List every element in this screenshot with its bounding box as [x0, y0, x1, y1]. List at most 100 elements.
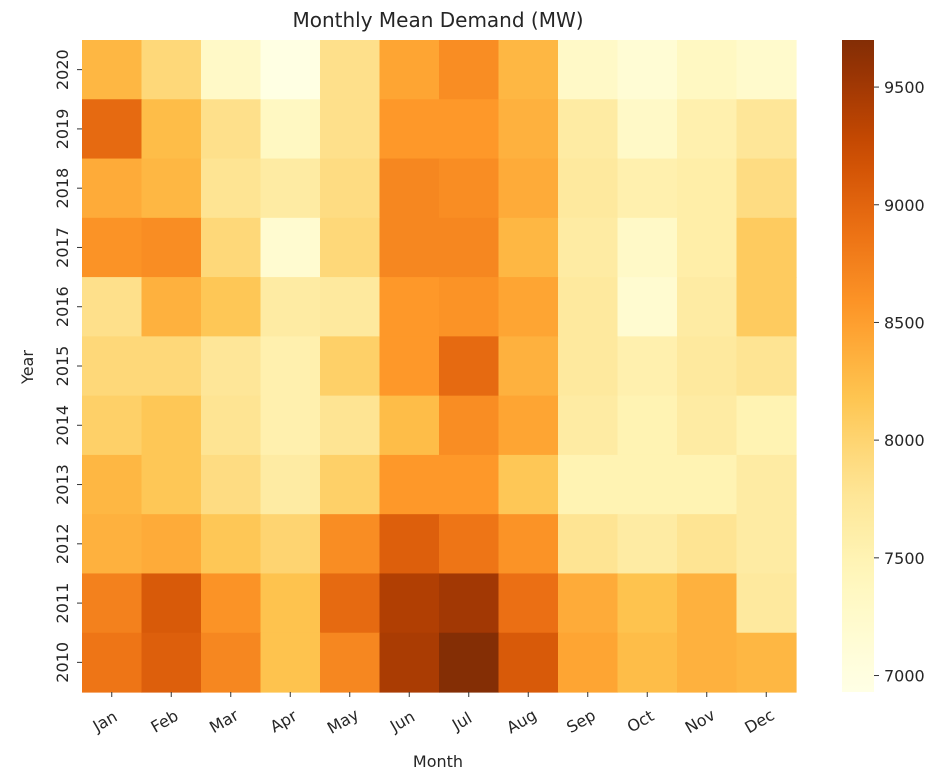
heatmap-cell-2018-Sep: [558, 158, 619, 219]
y-tick-label: 2013: [53, 464, 72, 505]
heatmap-cell-2014-Jul: [439, 395, 500, 456]
heatmap-cell-2018-Aug: [498, 158, 559, 219]
y-tick-label: 2017: [53, 227, 72, 268]
heatmap-cell-2014-May: [320, 395, 381, 456]
heatmap-cell-2015-Feb: [141, 336, 202, 397]
heatmap-cell-2017-Jul: [439, 217, 500, 278]
heatmap-cell-2011-Dec: [736, 573, 797, 634]
heatmap-cell-2010-May: [320, 632, 381, 693]
heatmap-cell-2020-Jul: [439, 40, 500, 100]
heatmap-cell-2014-Sep: [558, 395, 619, 456]
y-tick-label: 2012: [53, 523, 72, 564]
heatmap-cell-2011-Aug: [498, 573, 559, 634]
heatmap-cell-2020-Feb: [141, 40, 202, 100]
heatmap-cell-2015-Apr: [260, 336, 321, 397]
y-axis-label: Year: [18, 350, 37, 385]
y-tick-label: 2020: [53, 49, 72, 90]
x-tick-label: Sep: [563, 705, 599, 737]
colorbar-tick-label: 9000: [884, 196, 925, 215]
heatmap-cell-2013-Oct: [617, 454, 678, 515]
heatmap-cell-2010-Jun: [379, 632, 440, 693]
heatmap-cell-2011-Oct: [617, 573, 678, 634]
heatmap-cell-2014-Dec: [736, 395, 797, 456]
colorbar-tick-label: 7500: [884, 549, 925, 568]
heatmap-cell-2016-Apr: [260, 277, 321, 337]
heatmap-cell-2019-May: [320, 99, 381, 160]
heatmap-cell-2016-Dec: [736, 277, 797, 337]
y-tick-label: 2019: [53, 109, 72, 150]
heatmap-cell-2010-Jan: [82, 632, 143, 693]
heatmap-cell-2011-Mar: [201, 573, 262, 634]
heatmap-cell-2013-Apr: [260, 454, 321, 515]
colorbar-ticks: 9500 9000 8500 8000 7500 7000: [874, 78, 925, 686]
y-tick-label: 2015: [53, 346, 72, 387]
heatmap-cell-2016-Feb: [141, 277, 202, 337]
heatmap-cell-2015-Aug: [498, 336, 559, 397]
heatmap-cell-2016-Mar: [201, 277, 262, 337]
y-tick-label: 2016: [53, 286, 72, 327]
x-tick-label: Dec: [741, 705, 777, 737]
heatmap-cell-2014-Jan: [82, 395, 143, 456]
heatmap-cell-2013-Jul: [439, 454, 500, 515]
heatmap-cell-2016-Jun: [379, 277, 440, 337]
heatmap-cell-2014-Apr: [260, 395, 321, 456]
heatmap-cell-2020-Sep: [558, 40, 619, 100]
heatmap-cell-2018-Nov: [677, 158, 738, 219]
heatmap-cell-2018-May: [320, 158, 381, 219]
heatmap-cell-2014-Oct: [617, 395, 678, 456]
heatmap-cell-2011-Nov: [677, 573, 738, 634]
heatmap-cell-2013-May: [320, 454, 381, 515]
heatmap-cell-2010-Feb: [141, 632, 202, 693]
heatmap-cell-2020-Apr: [260, 40, 321, 100]
heatmap-cell-2011-May: [320, 573, 381, 634]
heatmap-cell-2012-Jan: [82, 514, 143, 575]
heatmap-cell-2017-Feb: [141, 217, 202, 278]
heatmap-cell-2020-Aug: [498, 40, 559, 100]
heatmap-cell-2019-Dec: [736, 99, 797, 160]
y-tick-label: 2011: [53, 583, 72, 624]
heatmap-cell-2015-Sep: [558, 336, 619, 397]
heatmap-cell-2018-Feb: [141, 158, 202, 219]
heatmap-cell-2014-Aug: [498, 395, 559, 456]
x-tick-label: Jun: [386, 707, 418, 736]
heatmap-cell-2013-Dec: [736, 454, 797, 515]
heatmap-cell-2019-Sep: [558, 99, 619, 160]
heatmap-cell-2013-Nov: [677, 454, 738, 515]
heatmap-cell-2015-Oct: [617, 336, 678, 397]
heatmap-cell-2012-Jun: [379, 514, 440, 575]
heatmap-cell-2016-Jul: [439, 277, 500, 337]
heatmap-cell-2012-Feb: [141, 514, 202, 575]
colorbar-tick-label: 8000: [884, 431, 925, 450]
heatmap-cell-2019-Feb: [141, 99, 202, 160]
heatmap-cell-2017-Dec: [736, 217, 797, 278]
heatmap-cell-2017-Oct: [617, 217, 678, 278]
heatmap-cell-2017-Apr: [260, 217, 321, 278]
x-tick-label: May: [324, 705, 362, 738]
heatmap-cell-2012-Jul: [439, 514, 500, 575]
heatmap-cell-2010-Mar: [201, 632, 262, 693]
heatmap-cell-2012-Apr: [260, 514, 321, 575]
y-tick-label: 2018: [53, 168, 72, 209]
heatmap-cell-2012-Sep: [558, 514, 619, 575]
heatmap-cell-2019-Jan: [82, 99, 143, 160]
heatmap-cell-2015-Jul: [439, 336, 500, 397]
heatmap-cell-2010-Dec: [736, 632, 797, 693]
heatmap-cell-2011-Apr: [260, 573, 321, 634]
heatmap-cell-2015-Jun: [379, 336, 440, 397]
heatmap-cell-2016-Oct: [617, 277, 678, 337]
heatmap-cell-2020-Nov: [677, 40, 738, 100]
heatmap-cell-2019-Jun: [379, 99, 440, 160]
heatmap-cell-2016-May: [320, 277, 381, 337]
x-tick-label: Jul: [448, 708, 475, 735]
heatmap-cell-2015-May: [320, 336, 381, 397]
heatmap-cell-2017-Nov: [677, 217, 738, 278]
y-tick-labels: 2020 2019 2018 2017 2016 2015 2014 2013 2012 2011…: [53, 49, 82, 683]
y-tick-label: 2014: [53, 405, 72, 446]
heatmap-cell-2016-Aug: [498, 277, 559, 337]
heatmap-cell-2017-Mar: [201, 217, 262, 278]
heatmap-cell-2013-Sep: [558, 454, 619, 515]
y-tick-label: 2010: [53, 642, 72, 683]
x-tick-label: Aug: [503, 705, 540, 737]
heatmap-cell-2013-Feb: [141, 454, 202, 515]
